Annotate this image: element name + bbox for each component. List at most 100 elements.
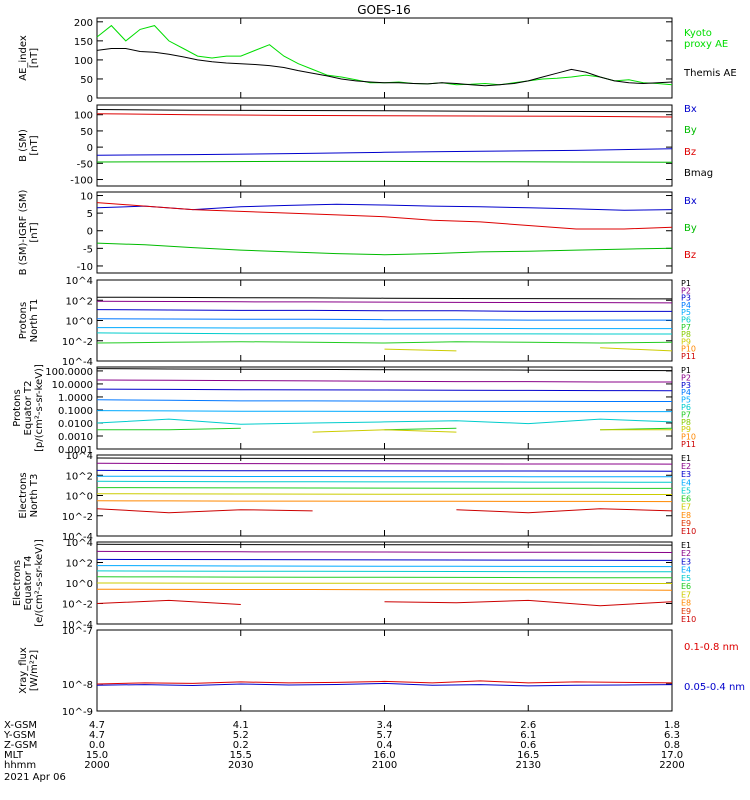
panel-8: 10^-9 10^-8 10^-7 Xray_flux[W/m²2] 0.1-0.8 n… <box>18 626 745 718</box>
y-tick-label: 10^-2 <box>62 512 93 523</box>
series-line <box>96 327 672 330</box>
y-tick-label: 5 <box>87 209 93 220</box>
panel-frame <box>96 104 673 187</box>
y-axis-label: AE_index[nT] <box>18 35 40 81</box>
series-line <box>96 379 672 383</box>
x-row-value: 0.6 <box>520 740 536 751</box>
legend-label: P4 <box>681 301 691 310</box>
x-row-value: 2130 <box>516 760 541 771</box>
legend-label: 0.1-0.8 nm <box>684 642 739 653</box>
legend-label: P11 <box>681 440 696 449</box>
y-tick-label: 10^-4 <box>62 532 93 543</box>
series-line <box>96 508 673 514</box>
series-line <box>96 242 673 256</box>
legend-label: Bz <box>684 250 696 261</box>
legend-label: P10 <box>681 345 696 354</box>
y-tick-label: 0.0001 <box>58 445 93 456</box>
legend-label: P9 <box>681 425 691 434</box>
x-axis-table: X-GSM 4.7 4.1 3.4 2.6 1.8 Y-GSM 4.7 5.2 5.7 6.1 6.3… <box>3 720 685 783</box>
series-line <box>96 682 673 687</box>
y-tick-label: 10^0 <box>66 579 93 590</box>
y-axis-label: Xray_flux[W/m²2] <box>18 647 40 694</box>
x-row-value: 16.0 <box>373 750 395 761</box>
series-line <box>96 680 673 685</box>
legend-label: 0.05-0.4 nm <box>684 682 745 693</box>
series-line <box>96 148 673 156</box>
y-tick-label: -50 <box>77 159 93 170</box>
y-axis-label: ProtonsNorth T1 <box>18 299 40 343</box>
legend-label: E4 <box>681 478 691 487</box>
y-tick-label: 10^-7 <box>62 626 93 637</box>
y-tick-label: 10^2 <box>66 471 93 482</box>
y-tick-label: 10^4 <box>66 276 93 287</box>
series-line <box>96 113 673 118</box>
legend-label: P3 <box>681 294 691 303</box>
y-tick-label: 100 <box>74 111 93 122</box>
legend-label: P3 <box>681 381 691 390</box>
x-row-value: 15.5 <box>230 750 252 761</box>
legend-label: E7 <box>681 590 691 599</box>
legend-label: P5 <box>681 396 691 405</box>
x-row-value: 17.0 <box>661 750 683 761</box>
series-line <box>96 48 673 87</box>
legend-label: E9 <box>681 519 691 528</box>
legend-label: E8 <box>681 599 691 608</box>
series-line <box>96 457 673 460</box>
series-line <box>96 599 673 607</box>
legend-label: Kyoto proxy AE <box>684 28 728 50</box>
y-axis-label: B (SM)-IGRF (SM)[nT] <box>18 190 40 276</box>
y-axis-label: ElectronsNorth T3 <box>18 472 40 518</box>
panel-5: 0.0001 0.0010 0.0100 0.1000 1.0000 10.0000 100… <box>12 364 696 456</box>
y-axis-label: ElectronsEquator T4[e/(cm²-s-sr-keV)] <box>12 539 45 627</box>
y-tick-label: 10^2 <box>66 296 93 307</box>
y-tick-label: 10^4 <box>66 538 93 549</box>
y-tick-label: 1.0000 <box>58 393 93 404</box>
plot-title: GOES-16 <box>357 3 411 17</box>
panel-6: 10^-4 10^-2 10^0 10^2 10^4 ElectronsNorth T3 E… <box>18 451 696 543</box>
series-line <box>96 399 672 402</box>
legend-label: P4 <box>681 388 691 397</box>
legend-label: E2 <box>681 462 691 471</box>
y-tick-label: 50 <box>80 127 93 138</box>
legend-label: P2 <box>681 286 691 295</box>
x-row-label: Y-GSM <box>3 730 36 741</box>
legend-label: P1 <box>681 366 691 375</box>
y-tick-label: 10^-8 <box>62 680 93 691</box>
series-line <box>96 462 673 465</box>
y-tick-label: 10^4 <box>66 451 93 462</box>
series-line <box>96 332 672 335</box>
x-row-label: hhmm <box>4 760 36 771</box>
series-line <box>96 480 673 483</box>
x-row-value: 5.2 <box>233 730 249 741</box>
x-row-value: 2.6 <box>520 720 536 731</box>
legend-label: E3 <box>681 470 691 479</box>
y-tick-label: 50 <box>80 75 93 86</box>
legend-label: Bx <box>684 196 697 207</box>
series-line <box>96 550 673 553</box>
legend-label: P2 <box>681 373 691 382</box>
legend-label: E5 <box>681 574 691 583</box>
series-line <box>96 318 672 321</box>
legend-label: P6 <box>681 403 691 412</box>
legend-label: Bx <box>684 104 697 115</box>
x-row-value: 1.8 <box>664 720 680 731</box>
y-tick-label: 0 <box>87 227 93 238</box>
legend-label: P1 <box>681 279 691 288</box>
legend-label: E10 <box>681 615 696 624</box>
x-row-label: X-GSM <box>4 720 37 731</box>
series-line <box>96 109 673 113</box>
legend-label: By <box>684 223 697 234</box>
panel-frame <box>96 191 673 274</box>
legend-label: E9 <box>681 607 691 616</box>
series-line <box>96 475 672 478</box>
series-line <box>96 588 673 591</box>
legend-label: E4 <box>681 566 691 575</box>
x-row-value: 4.7 <box>89 720 105 731</box>
series-line <box>96 160 673 163</box>
x-row-value: 2000 <box>84 760 109 771</box>
legend-label: Bz <box>684 147 696 158</box>
legend-label: P8 <box>681 330 691 339</box>
x-row-value: 6.1 <box>520 730 536 741</box>
series-line <box>96 300 673 304</box>
y-tick-label: 0.0100 <box>58 419 93 430</box>
